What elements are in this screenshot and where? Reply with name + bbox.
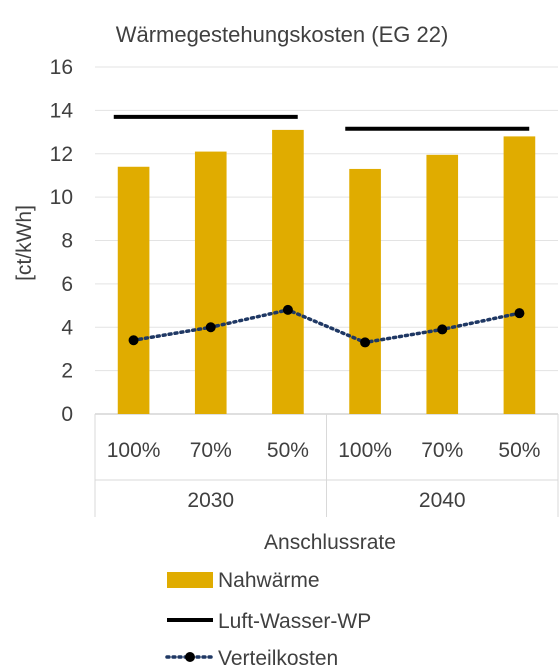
y-tick-label: 2 — [61, 360, 73, 383]
nahwaerme-bar — [349, 168, 381, 414]
legend-swatch-nahwaerme — [167, 572, 213, 588]
x-category-label: 70% — [421, 439, 463, 462]
x-category-label: 100% — [107, 439, 161, 462]
y-tick-label: 12 — [50, 143, 73, 166]
y-axis-title: [ct/kWh] — [13, 205, 36, 281]
y-axis-tick-labels: 0 2 4 6 8 10 12 14 16 — [50, 56, 74, 426]
verteilkosten-marker — [360, 337, 371, 348]
chart-title: Wärmegestehungskosten (EG 22) — [116, 22, 449, 47]
legend-label: Luft-Wasser-WP — [218, 610, 371, 633]
category-axis: 100% 70% 50% 100% 70% 50% 2030 2040 — [94, 414, 559, 517]
y-tick-label: 10 — [50, 186, 73, 209]
legend: Nahwärme Luft-Wasser-WP Verteilkosten — [165, 569, 371, 666]
gridlines — [95, 66, 558, 415]
nahwaerme-bar — [272, 129, 304, 415]
x-category-label: 70% — [190, 439, 232, 462]
y-tick-label: 16 — [50, 56, 73, 79]
x-axis-title: Anschlussrate — [264, 531, 396, 554]
nahwaerme-bar — [117, 166, 150, 414]
y-tick-label: 4 — [61, 316, 73, 339]
x-category-label: 100% — [338, 439, 392, 462]
nahwaerme-bar — [194, 151, 227, 415]
y-tick-label: 8 — [61, 230, 73, 253]
y-tick-label: 14 — [50, 99, 74, 122]
luft-wasser-wp-lines — [113, 114, 530, 131]
verteilkosten-marker — [437, 324, 448, 335]
x-group-label: 2040 — [419, 489, 466, 512]
legend-marker-verteilkosten — [185, 652, 195, 662]
nahwaerme-bars — [117, 129, 536, 415]
verteilkosten-marker — [282, 304, 293, 315]
y-tick-label: 0 — [61, 403, 73, 426]
nahwaerme-bar — [503, 136, 536, 414]
y-tick-label: 6 — [61, 273, 73, 296]
legend-label: Nahwärme — [218, 569, 320, 592]
verteilkosten-marker — [514, 308, 525, 319]
x-category-label: 50% — [267, 439, 309, 462]
legend-label: Verteilkosten — [218, 647, 338, 666]
verteilkosten-marker — [128, 335, 139, 346]
nahwaerme-bar — [426, 154, 459, 414]
verteilkosten-marker — [205, 322, 216, 333]
x-category-label: 50% — [498, 439, 540, 462]
verteilkosten-line — [128, 304, 525, 348]
x-group-label: 2030 — [187, 489, 234, 512]
verteilkosten-series-line — [131, 308, 522, 345]
